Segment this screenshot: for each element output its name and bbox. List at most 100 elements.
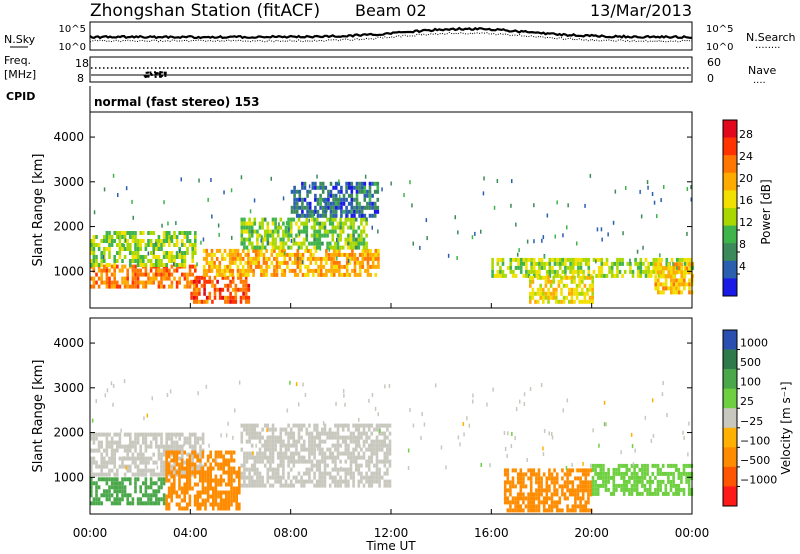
power-cell — [532, 257, 536, 262]
power-cell — [231, 256, 235, 261]
velocity-cell — [375, 423, 379, 428]
velocity-cell — [139, 489, 142, 494]
velocity-cell — [367, 435, 371, 440]
power-cell — [522, 273, 526, 278]
velocity-cell — [276, 475, 280, 480]
power-cell — [561, 269, 565, 274]
power-cell — [190, 295, 193, 300]
power-cell — [147, 280, 150, 285]
power-cell — [549, 279, 553, 284]
power-cell — [175, 235, 179, 239]
velocity-cell — [121, 485, 124, 490]
velocity-cell — [287, 439, 290, 444]
power-cell — [345, 213, 348, 218]
velocity-cell — [542, 504, 546, 509]
power-cell — [347, 245, 350, 250]
velocity-cell — [574, 476, 577, 481]
velocity-cell — [208, 443, 210, 448]
power-cell — [142, 284, 145, 289]
velocity-cell — [388, 463, 392, 468]
velocity-cell — [321, 479, 324, 484]
power-cell — [371, 193, 374, 198]
power-cell — [90, 243, 93, 247]
velocity-cell — [302, 483, 306, 488]
power-cell — [338, 268, 341, 273]
velocity-cell — [334, 475, 337, 480]
velocity-cell — [579, 508, 582, 513]
power-cell — [299, 260, 302, 265]
power-cell — [672, 266, 676, 271]
velocity-cell — [235, 494, 238, 499]
power-cell — [664, 282, 668, 287]
power-cell — [570, 279, 574, 284]
velocity-cell — [261, 483, 264, 488]
power-cell — [614, 189, 617, 194]
power-cell — [183, 231, 187, 235]
power-cell — [621, 261, 624, 266]
velocity-cell — [328, 483, 332, 488]
power-cell — [636, 269, 640, 274]
velocity-cell — [271, 455, 275, 460]
velocity-cell — [160, 460, 163, 465]
velocity-cell — [297, 431, 301, 436]
velocity-cell — [110, 381, 113, 386]
time-x-axis: 00:00 04:00 08:00 12:00 16:00 20:00 00:00 — [73, 303, 710, 540]
power-cell — [121, 276, 124, 281]
x-tick-label-6: 00:00 — [675, 526, 710, 540]
power-cell — [244, 287, 248, 292]
velocity-cell — [126, 448, 129, 453]
velocity-cell — [142, 472, 145, 477]
velocity-cell — [336, 431, 340, 436]
velocity-cell — [323, 463, 327, 468]
power-cell — [105, 239, 109, 243]
velocity-cell — [313, 483, 316, 488]
power-cell — [374, 264, 378, 269]
power-cell — [340, 272, 344, 277]
power-cell — [334, 209, 338, 214]
power-cell — [123, 284, 127, 289]
power-cell — [377, 264, 380, 269]
velocity-cell — [199, 502, 202, 507]
power-cell — [295, 205, 299, 210]
power-cell — [319, 197, 322, 202]
power-cell — [223, 264, 227, 269]
power-cell — [178, 263, 181, 267]
power-cell — [344, 241, 348, 246]
power-cell — [210, 252, 214, 257]
velocity-cell — [687, 479, 691, 484]
power-cell — [131, 280, 135, 285]
velocity-cell — [105, 436, 109, 441]
velocity-cell — [152, 501, 155, 506]
velocity-cell — [266, 455, 270, 460]
power-cell — [353, 268, 357, 273]
power-cell — [215, 272, 219, 277]
power-cell — [499, 257, 502, 262]
velocity-cell — [522, 496, 525, 501]
velocity-cell — [261, 443, 264, 448]
power-cell — [358, 260, 362, 265]
power-cell — [162, 276, 166, 281]
velocity-cell — [186, 502, 189, 507]
power-cell — [242, 291, 245, 296]
power-cell — [347, 258, 350, 263]
power-cell — [335, 248, 339, 253]
freq-point — [155, 72, 158, 75]
velocity-cell — [349, 463, 353, 468]
velocity-cell — [357, 479, 361, 484]
velocity-cell — [170, 470, 173, 475]
velocity-cell — [136, 477, 140, 482]
velocity-cell — [193, 450, 197, 455]
power-cell — [123, 264, 127, 269]
power-cell — [318, 237, 322, 242]
velocity-cell — [225, 450, 228, 455]
velocity-cell — [188, 462, 192, 467]
velocity-cell — [503, 468, 507, 473]
power-cell — [509, 269, 513, 274]
power-cell — [245, 225, 249, 230]
velocity-cell — [144, 432, 148, 437]
velocity-cell — [375, 459, 379, 464]
velocity-cell — [650, 438, 653, 443]
velocity-cell — [227, 474, 231, 479]
power-cell — [191, 264, 194, 269]
